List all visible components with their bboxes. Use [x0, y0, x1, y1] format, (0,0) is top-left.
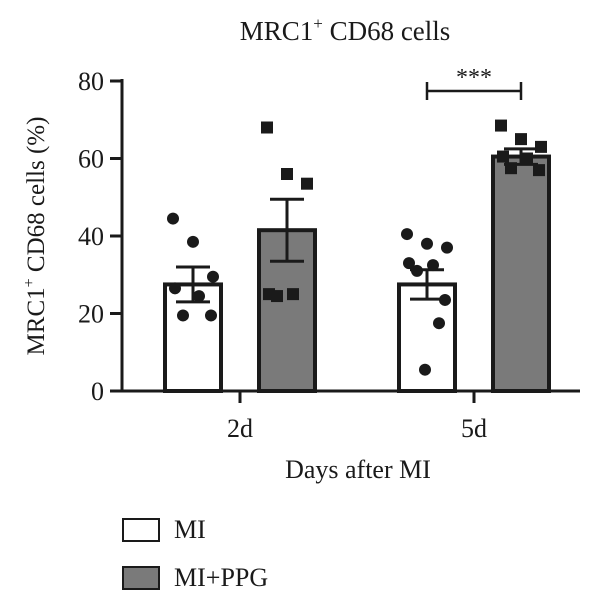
- data-point-0-0-1: [187, 235, 199, 248]
- legend-swatch-mi-ppg: [122, 566, 160, 590]
- data-point-1-1-1: [515, 133, 527, 146]
- y-axis-label-superscript: +: [21, 278, 38, 287]
- legend-label-mi: MI: [174, 515, 206, 544]
- x-tick-label-2d: 2d: [227, 414, 253, 443]
- y-tick-label-60: 60: [78, 145, 104, 174]
- data-point-1-1-4: [521, 152, 533, 165]
- data-point-0-1-4: [427, 259, 439, 272]
- y-axis-label: MRC1+ CD68 cells (%): [21, 117, 50, 356]
- x-tick-label-5d: 5d: [461, 414, 487, 443]
- data-point-0-1-1: [421, 237, 433, 250]
- y-tick-label-80: 80: [78, 67, 104, 96]
- data-point-1-0-2: [301, 177, 313, 190]
- data-point-1-0-0: [261, 121, 273, 134]
- data-point-0-0-3: [169, 282, 181, 295]
- legend-label-mi-ppg: MI+PPG: [174, 563, 269, 592]
- bar-chart: MRC1+ CD68 cells MRC1+ CD68 cells (%) Da…: [21, 14, 580, 484]
- data-point-1-1-2: [535, 140, 547, 153]
- y-tick-label-0: 0: [91, 377, 104, 406]
- y-axis-label-rest: CD68 cells (%): [23, 117, 50, 279]
- chart-title-superscript: +: [313, 14, 323, 33]
- chart-title-rest: CD68 cells: [323, 16, 451, 46]
- y-tick-label-20: 20: [78, 300, 104, 329]
- data-point-0-1-7: [433, 317, 445, 330]
- significance-label: ***: [456, 65, 492, 91]
- data-point-1-0-4: [287, 288, 299, 301]
- data-point-1-1-0: [495, 119, 507, 132]
- data-point-0-0-2: [207, 270, 219, 283]
- plot-area: 0 20 40 60 80 2d 5d ***: [78, 65, 580, 443]
- data-point-0-1-6: [439, 293, 451, 306]
- data-point-0-1-3: [403, 257, 415, 270]
- data-point-0-1-2: [441, 241, 453, 254]
- y-tick-label-40: 40: [78, 222, 104, 251]
- data-point-1-1-5: [505, 162, 517, 175]
- legend-item-mi-ppg: MI+PPG: [122, 562, 422, 602]
- data-point-0-1-8: [419, 363, 431, 376]
- chart-title: MRC1+ CD68 cells: [240, 14, 451, 46]
- data-point-1-0-5: [271, 290, 283, 303]
- data-point-0-1-0: [401, 228, 413, 241]
- data-point-1-0-1: [281, 168, 293, 180]
- data-point-0-0-0: [167, 212, 179, 225]
- bar-mi-ppg-5d: [491, 154, 551, 393]
- legend-item-mi: MI: [122, 514, 422, 554]
- data-point-1-1-3: [497, 150, 509, 163]
- legend-swatch-mi: [122, 518, 160, 542]
- data-point-1-1-6: [533, 164, 545, 177]
- data-point-0-0-4: [193, 290, 205, 303]
- x-axis-label: Days after MI: [285, 455, 431, 484]
- data-point-0-1-5: [411, 264, 423, 277]
- data-point-0-0-6: [205, 309, 217, 322]
- data-point-0-0-5: [177, 309, 189, 322]
